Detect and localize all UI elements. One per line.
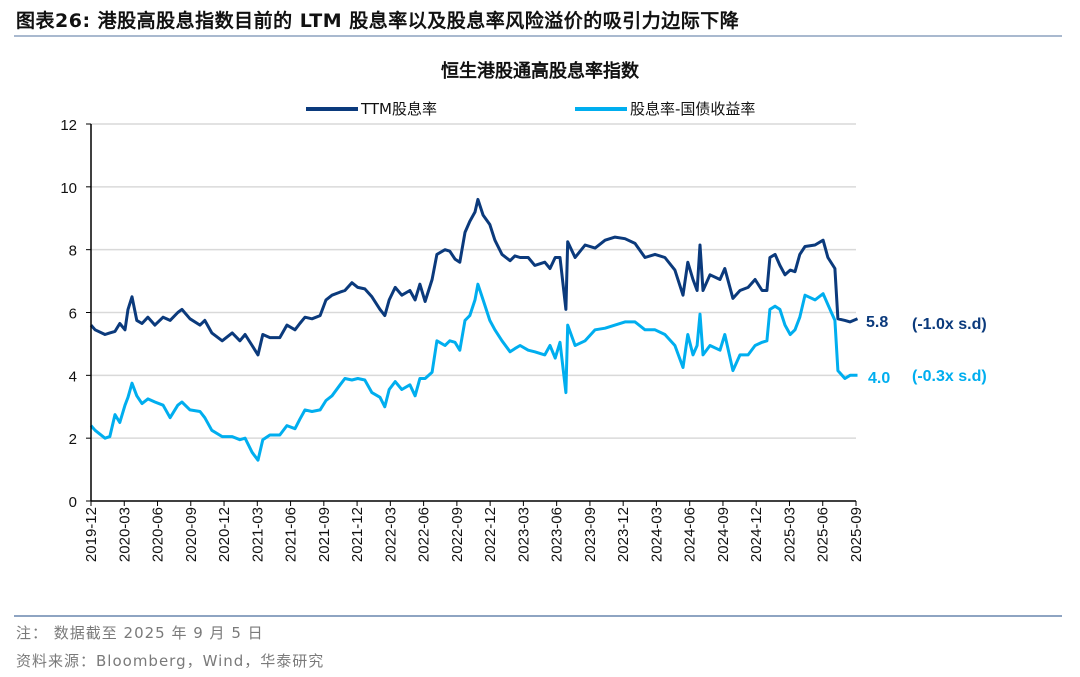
ttm-sd-label: (-1.0x s.d) bbox=[912, 316, 987, 333]
y-tick-label: 8 bbox=[69, 243, 77, 260]
y-tick-label: 0 bbox=[69, 494, 77, 511]
x-tick-label: 2020-06 bbox=[150, 507, 167, 562]
x-tick-label: 2025-06 bbox=[815, 507, 832, 562]
y-tick-label: 4 bbox=[69, 368, 77, 385]
y-tick-label: 12 bbox=[60, 117, 77, 134]
x-tick-label: 2024-06 bbox=[682, 507, 699, 562]
x-tick-label: 2024-12 bbox=[748, 507, 765, 562]
x-tick-label: 2023-09 bbox=[582, 507, 599, 562]
x-tick-label: 2023-12 bbox=[615, 507, 632, 562]
x-tick-label: 2022-09 bbox=[449, 507, 466, 562]
figure-title: 图表26: 港股高股息指数目前的 LTM 股息率以及股息率风险溢价的吸引力边际下… bbox=[16, 10, 740, 32]
x-tick-label: 2024-03 bbox=[648, 507, 665, 562]
x-tick-label: 2023-06 bbox=[549, 507, 566, 562]
source-note: 资料来源：Bloomberg，Wind，华泰研究 bbox=[16, 652, 325, 670]
legend-label-spread: 股息率-国债收益率 bbox=[630, 100, 755, 118]
x-tick-label: 2022-03 bbox=[382, 507, 399, 562]
x-tick-label: 2019-12 bbox=[83, 507, 100, 562]
spread-last-value-label: 4.0 bbox=[868, 370, 890, 387]
spread-sd-label: (-0.3x s.d) bbox=[912, 368, 987, 385]
ttm-last-value-label: 5.8 bbox=[866, 314, 888, 331]
y-tick-label: 10 bbox=[60, 180, 77, 197]
x-tick-label: 2020-03 bbox=[116, 507, 133, 562]
x-tick-label: 2024-09 bbox=[715, 507, 732, 562]
y-tick-label: 6 bbox=[69, 306, 77, 323]
x-tick-label: 2021-03 bbox=[249, 507, 266, 562]
ttm-dividend-yield-line bbox=[89, 197, 859, 357]
legend: TTM股息率 股息率-国债收益率 bbox=[306, 100, 755, 118]
x-tick-label: 2021-09 bbox=[316, 507, 333, 562]
legend-label-ttm: TTM股息率 bbox=[360, 100, 437, 118]
data-note: 注： 数据截至 2025 年 9 月 5 日 bbox=[16, 624, 264, 642]
chart: 恒生港股通高股息率指数 TTM股息率 股息率-国债收益率 0 2 4 6 8 10 12 2… bbox=[60, 60, 987, 562]
x-tick-label: 2021-12 bbox=[349, 507, 366, 562]
x-tick-label: 2021-06 bbox=[283, 507, 300, 562]
x-tick-label: 2020-09 bbox=[183, 507, 200, 562]
x-tick-label: 2022-12 bbox=[482, 507, 499, 562]
x-tick-label: 2025-09 bbox=[848, 507, 865, 562]
yield-spread-line bbox=[89, 282, 858, 462]
x-tick-label: 2025-03 bbox=[781, 507, 798, 562]
title-divider bbox=[14, 35, 1062, 37]
y-tick-label: 2 bbox=[69, 431, 77, 448]
x-tick-label: 2022-06 bbox=[416, 507, 433, 562]
x-tick-label: 2020-12 bbox=[216, 507, 233, 562]
chart-title: 恒生港股通高股息率指数 bbox=[441, 60, 640, 82]
x-tick-label: 2023-03 bbox=[515, 507, 532, 562]
footer-divider bbox=[14, 615, 1062, 617]
